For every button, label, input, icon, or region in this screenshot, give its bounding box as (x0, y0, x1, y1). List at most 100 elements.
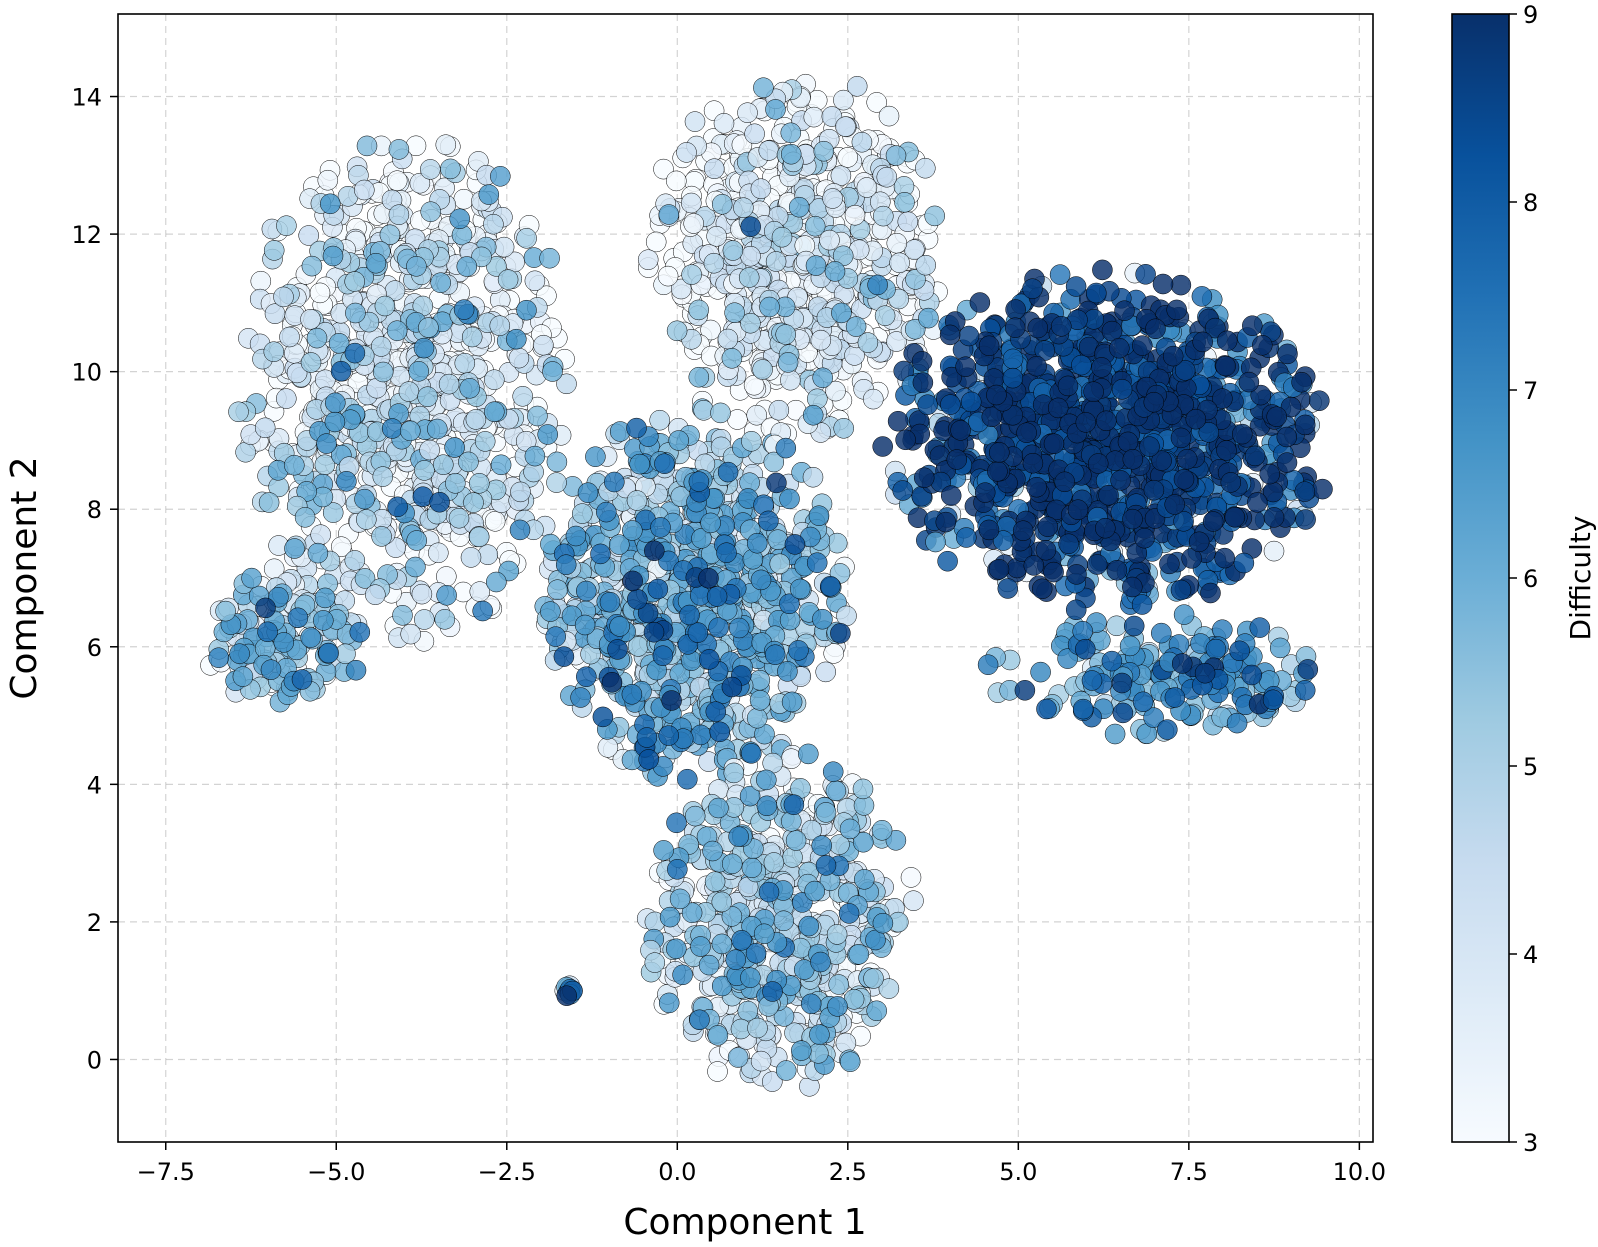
scatter-point (1249, 617, 1271, 638)
scatter-point (711, 891, 733, 913)
scatter-point (1002, 367, 1024, 389)
scatter-point (988, 559, 1010, 580)
scatter-point (658, 204, 680, 225)
scatter-point (406, 530, 427, 551)
scatter-point (356, 135, 378, 157)
scatter-point (478, 184, 500, 205)
colorbar-tick-label: 6 (1523, 565, 1538, 593)
scatter-point (459, 378, 480, 399)
scatter-point (1122, 449, 1144, 470)
scatter-point (871, 820, 893, 841)
x-tick-label: −5.0 (307, 1158, 365, 1186)
scatter-point (777, 352, 799, 373)
scatter-point (798, 743, 819, 765)
scatter-point (741, 431, 762, 452)
scatter-point (1159, 553, 1180, 575)
scatter-point (322, 245, 344, 267)
scatter-point (978, 335, 1000, 357)
scatter-point (780, 143, 802, 165)
scatter-point (553, 646, 575, 667)
scatter-point (372, 466, 394, 487)
scatter-point (773, 910, 794, 932)
scatter-point (1171, 653, 1193, 674)
scatter-point (913, 467, 935, 488)
scatter-point (804, 880, 825, 902)
scatter-point (1291, 371, 1312, 393)
scatter-point (540, 601, 561, 622)
scatter-point (1081, 670, 1103, 691)
scatter-point (313, 610, 334, 631)
scatter-point (460, 547, 482, 568)
scatter-point (440, 158, 461, 180)
scatter-point (1083, 381, 1104, 402)
scatter-point (810, 951, 831, 973)
scatter-point (658, 992, 680, 1014)
scatter-point (753, 923, 775, 945)
scatter-point (886, 232, 908, 254)
scatter-point (576, 666, 597, 687)
colorbar-tick-label: 8 (1523, 189, 1538, 217)
colorbar-gradient (1451, 13, 1510, 1143)
scatter-point (1188, 531, 1210, 553)
x-axis-ticks: −7.5 −5.0 −2.5 0.0 2.5 5.0 7.5 10.0 (137, 1142, 1386, 1186)
scatter-point (647, 578, 669, 600)
scatter-point (456, 256, 478, 277)
scatter-point (775, 1060, 797, 1081)
scatter-point (935, 511, 957, 533)
scatter-point (650, 517, 671, 538)
scatter-point (727, 1047, 749, 1068)
scatter-point (752, 359, 773, 380)
scatter-point (279, 326, 300, 348)
scatter-point (1072, 620, 1093, 642)
scatter-point (684, 805, 706, 827)
scatter-point (1151, 622, 1172, 644)
scatter-point (1247, 492, 1268, 513)
scatter-point (622, 520, 643, 541)
scatter-point (887, 410, 909, 432)
scatter-point (638, 749, 659, 770)
scatter-point (365, 252, 387, 274)
scatter-point (785, 830, 807, 851)
scatter-point (1233, 552, 1255, 574)
scatter-point (764, 644, 786, 665)
scatter-point (458, 451, 479, 473)
scatter-point (802, 466, 824, 488)
scatter-point (915, 254, 936, 276)
scatter-point (1143, 391, 1165, 413)
scatter-point (1143, 479, 1165, 501)
scatter-point (1037, 516, 1059, 537)
scatter-point (1111, 379, 1133, 400)
scatter-point (815, 802, 837, 823)
scatter-point (1065, 599, 1087, 621)
scatter-point (833, 89, 854, 111)
scatter-point (263, 240, 285, 261)
scatter-point (1202, 511, 1224, 532)
scatter-point (276, 215, 297, 236)
scatter-point (717, 328, 739, 350)
scatter-point (1192, 331, 1213, 353)
scatter-point (753, 77, 774, 98)
scatter-point (937, 550, 958, 572)
scatter-point (725, 949, 746, 970)
scatter-point (940, 394, 961, 415)
scatter-point (717, 461, 739, 483)
scatter-point (733, 197, 754, 218)
scatter-point (765, 251, 787, 272)
scatter-point (740, 216, 761, 237)
scatter-point (827, 996, 848, 1017)
scatter-point (1043, 561, 1064, 583)
scatter-point (556, 985, 577, 1006)
scatter-point (741, 857, 763, 879)
scatter-point (723, 762, 745, 784)
scatter-point (414, 460, 435, 481)
scatter-point (524, 270, 546, 292)
scatter-point (670, 278, 692, 300)
scatter-point (661, 690, 682, 711)
scatter-point (924, 205, 945, 227)
scatter-point (658, 725, 679, 746)
scatter-point (1066, 564, 1087, 585)
scatter-point (413, 337, 435, 359)
scatter-point (688, 471, 710, 492)
scatter-point (886, 331, 907, 352)
scatter-point (1071, 354, 1092, 376)
